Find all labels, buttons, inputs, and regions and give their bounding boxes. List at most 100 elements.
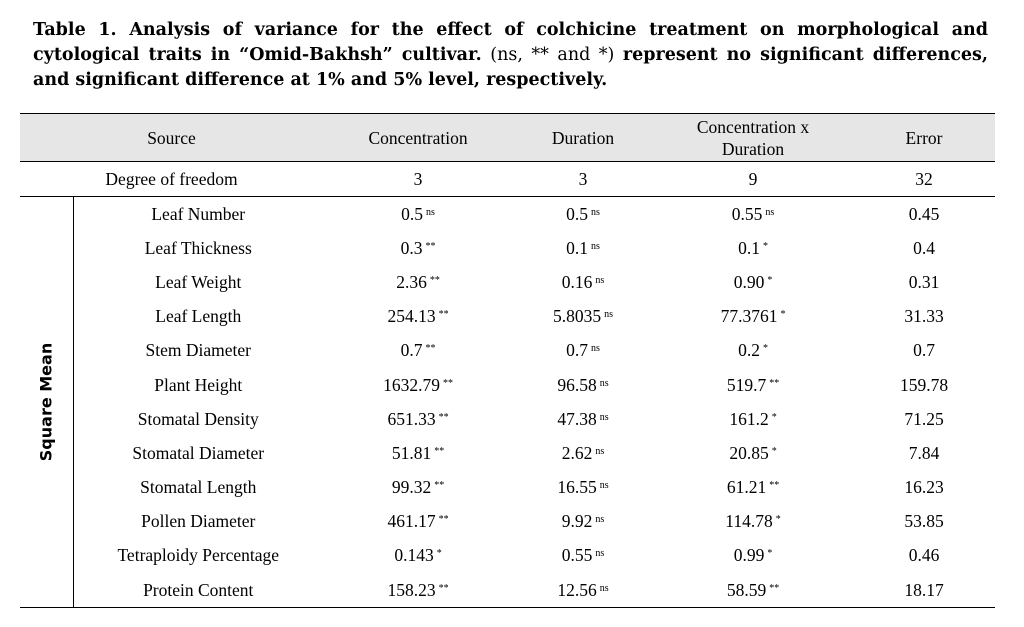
mean-square-value: 0.4 — [913, 237, 935, 258]
header-source: Source — [20, 113, 324, 162]
header-interaction-label: Concentration x Duration — [696, 116, 810, 159]
degree-of-freedom-row: Degree of freedom 3 3 9 32 — [20, 161, 996, 197]
mean-square-value: 0.90 — [733, 271, 765, 292]
mean-square-value: 0.7 — [400, 340, 423, 361]
value-duration: 5.8035 ns — [513, 300, 653, 334]
significance-mark: ns — [591, 240, 600, 252]
value-concentration: 2.36 ** — [323, 265, 513, 299]
value-interaction: 0.2 * — [653, 334, 853, 368]
mean-square-value: 159.78 — [899, 374, 949, 395]
table-row: Pollen Diameter 461.17 ** 9.92 ns 114.78 * 53.8… — [20, 505, 995, 539]
mean-square-value: 0.5 — [566, 203, 588, 224]
trait-name: Leaf Thickness — [144, 237, 252, 258]
significance-mark: ns — [599, 480, 609, 492]
significance-mark: * — [767, 548, 773, 560]
significance-mark: * — [775, 514, 781, 526]
mean-square-value: 71.25 — [904, 408, 944, 429]
value-interaction: 58.59 ** — [653, 573, 854, 609]
value-duration: 47.38 ns — [513, 402, 653, 436]
trait-name: Stomatal Length — [140, 477, 257, 498]
df-label: Degree of freedom — [20, 161, 324, 197]
table-row: Stomatal Diameter 51.81 ** 2.62 ns 20.85 * 7.84 — [20, 436, 995, 470]
value-concentration: 1632.79 ** — [323, 368, 513, 402]
side-label-cell: Square Mean — [20, 196, 74, 609]
value-duration: 0.16 ns — [513, 265, 653, 299]
value-error: 53.85 — [853, 505, 995, 539]
value-interaction: 77.3761 * — [653, 300, 853, 334]
table-row: Stomatal Length 99.32 ** 16.55 ns 61.21 ** 16.2… — [20, 471, 995, 505]
significance-mark: ** — [769, 377, 780, 389]
mean-square-value: 0.7 — [913, 340, 935, 361]
value-interaction: 61.21 ** — [653, 471, 853, 505]
caption-legend-symbols: (ns, ** and *) — [490, 45, 615, 65]
anova-table: Source Concentration Duration Concentrat… — [20, 113, 996, 609]
mean-square-value: 158.23 — [387, 579, 436, 600]
significance-mark: ns — [604, 309, 614, 321]
significance-mark: ** — [434, 480, 445, 492]
mean-square-value: 0.99 — [733, 545, 765, 566]
mean-square-value: 51.81 — [391, 442, 432, 463]
value-duration: 96.58 ns — [513, 368, 653, 402]
table-row: Plant Height 1632.79 ** 96.58 ns 519.7 ** 159.7… — [20, 368, 995, 402]
value-error: 0.31 — [853, 265, 995, 299]
value-error: 7.84 — [853, 436, 995, 470]
mean-square-value: 58.59 — [726, 579, 767, 600]
value-duration: 2.62 ns — [513, 436, 653, 470]
significance-mark: * — [771, 445, 777, 457]
value-interaction: 0.90 * — [653, 265, 853, 299]
value-duration: 12.56 ns — [513, 573, 654, 609]
mean-square-value: 0.45 — [908, 203, 940, 224]
mean-square-value: 0.3 — [400, 237, 423, 258]
value-concentration: 51.81 ** — [323, 436, 513, 470]
mean-square-value: 12.56 — [557, 579, 597, 600]
trait-name: Stomatal Diameter — [132, 442, 265, 463]
trait-name: Leaf Number — [151, 203, 246, 224]
mean-square-value: 0.31 — [908, 271, 940, 292]
mean-square-value: 0.55 — [561, 545, 593, 566]
caption-legend-text: represent no significant differences, an… — [33, 45, 988, 90]
trait-name: Stomatal Density — [137, 408, 259, 429]
mean-square-value: 2.36 — [396, 271, 427, 292]
significance-mark: ns — [595, 514, 605, 526]
mean-square-value: 461.17 — [387, 511, 436, 532]
trait-name: Stem Diameter — [145, 340, 251, 361]
significance-mark: * — [767, 274, 773, 286]
value-duration: 0.5 ns — [513, 197, 653, 232]
mean-square-value: 9.92 — [561, 511, 593, 532]
value-error: 16.23 — [853, 471, 995, 505]
significance-mark: ns — [426, 206, 435, 218]
trait-name: Tetraploidy Percentage — [117, 545, 280, 566]
mean-square-value: 0.143 — [394, 545, 434, 566]
mean-square-value: 0.16 — [561, 271, 593, 292]
significance-mark: ** — [429, 274, 440, 286]
value-concentration: 0.143 * — [323, 539, 513, 573]
mean-square-value: 61.21 — [726, 477, 767, 498]
mean-square-value: 0.2 — [738, 340, 760, 361]
trait-name: Pollen Diameter — [141, 511, 256, 532]
mean-square-value: 1632.79 — [383, 374, 440, 395]
value-error: 18.17 — [853, 573, 996, 609]
significance-mark: ns — [595, 548, 605, 560]
mean-square-value: 0.1 — [566, 237, 588, 258]
table-caption: Table 1. Analysis of variance for the ef… — [33, 18, 988, 93]
value-interaction: 161.2 * — [653, 402, 853, 436]
value-interaction: 0.55 ns — [653, 197, 853, 232]
header-row: Source Concentration Duration Concentrat… — [20, 113, 996, 162]
value-duration: 16.55 ns — [513, 471, 653, 505]
significance-mark: ** — [438, 582, 449, 594]
significance-mark: ns — [595, 445, 605, 457]
mean-square-value: 5.8035 — [553, 306, 602, 327]
header-interaction: Concentration x Duration — [653, 113, 854, 162]
caption-title: Table 1. Analysis of variance for the ef… — [33, 20, 988, 65]
df-error: 32 — [853, 161, 996, 197]
significance-mark: ns — [591, 343, 600, 355]
mean-square-value: 99.32 — [391, 477, 432, 498]
value-error: 31.33 — [853, 300, 995, 334]
significance-mark: ns — [599, 582, 609, 594]
value-error: 0.45 — [853, 197, 995, 232]
significance-mark: ** — [438, 514, 449, 526]
value-interaction: 0.99 * — [653, 539, 853, 573]
side-label: Square Mean — [36, 342, 56, 462]
mean-square-value: 0.1 — [738, 237, 760, 258]
mean-square-value: 7.84 — [908, 442, 940, 463]
